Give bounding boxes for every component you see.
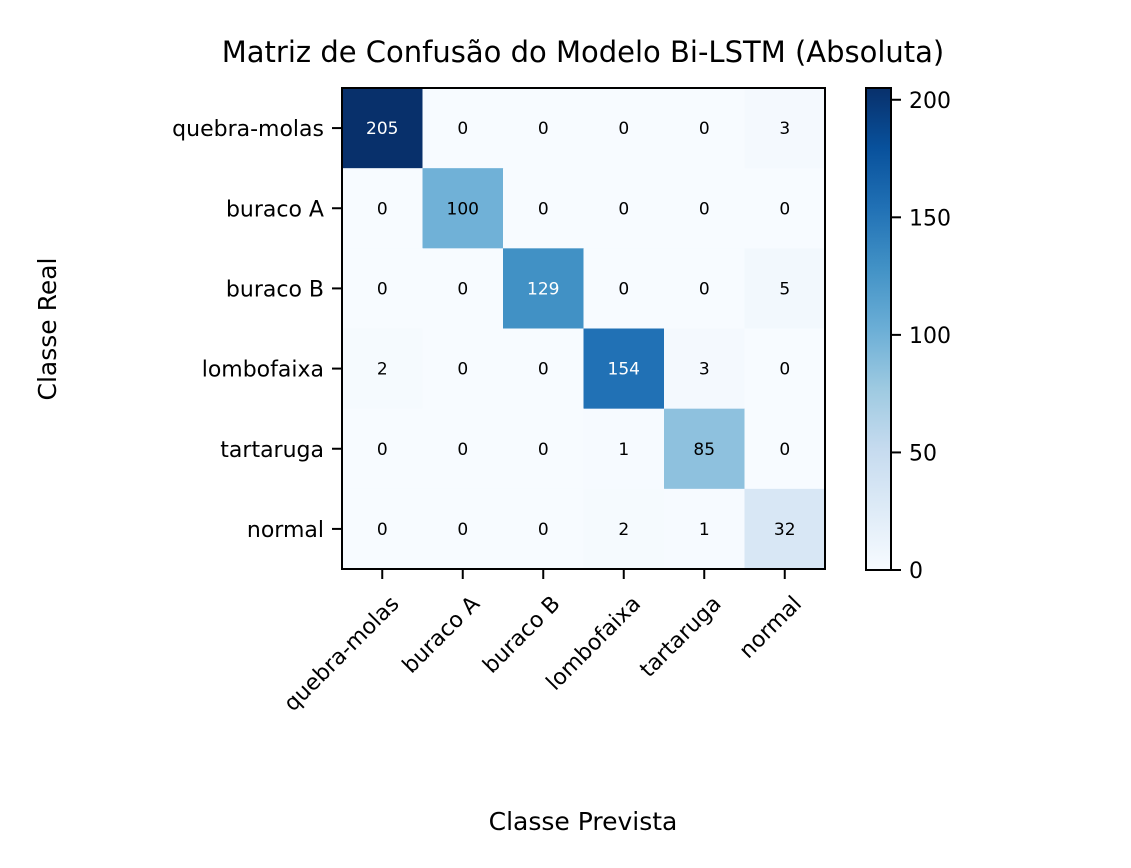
heatmap-cell — [744, 408, 826, 490]
heatmap-cell — [422, 248, 504, 329]
heatmap-cell — [342, 248, 423, 329]
heatmap-cell — [422, 408, 504, 490]
cell-value-label: 0 — [377, 520, 388, 540]
heatmap-cell — [342, 408, 423, 490]
x-axis-title: Classe Prevista — [489, 807, 678, 836]
plot-frame — [341, 87, 826, 570]
heatmap-cell — [664, 408, 745, 490]
heatmap-cell — [503, 88, 584, 169]
cell-value-label: 5 — [779, 279, 790, 299]
heatmap-cell — [422, 88, 504, 169]
cell-value-label: 32 — [774, 520, 796, 540]
heatmap-cell — [664, 168, 745, 249]
heatmap-cell — [503, 328, 584, 410]
x-tick-label: quebra-molas — [279, 592, 404, 717]
x-tick-label: tartaruga — [635, 592, 726, 683]
x-tick-label: buraco A — [398, 592, 485, 679]
heatmap-cell — [422, 328, 504, 410]
cell-value-label: 0 — [618, 119, 629, 139]
cell-value-label: 0 — [779, 360, 790, 380]
cell-value-label: 0 — [699, 199, 710, 219]
y-axis-ticks: quebra-molas buraco A buraco B lombofaixa ta… — [172, 117, 342, 543]
heatmap-cell — [744, 88, 826, 169]
heatmap-cell — [664, 488, 745, 570]
colorbar — [865, 87, 892, 571]
cell-value-label: 0 — [779, 199, 790, 219]
heatmap-cell — [583, 328, 665, 410]
cell-value-label: 0 — [618, 199, 629, 219]
heatmap-cell — [583, 168, 665, 249]
heatmap-cell — [503, 248, 584, 329]
cell-value-label: 0 — [377, 440, 388, 460]
cell-value-label: 0 — [538, 360, 549, 380]
heatmap-cell — [342, 168, 423, 249]
cell-value-label: 0 — [457, 360, 468, 380]
heatmap-cell — [583, 248, 665, 329]
colorbar-tick-label: 200 — [909, 89, 951, 114]
cell-value-label: 0 — [538, 199, 549, 219]
cell-value-label: 0 — [457, 119, 468, 139]
colorbar-tick-label: 50 — [909, 441, 937, 466]
heatmap-cell — [422, 168, 504, 249]
cell-value-label: 1 — [618, 440, 629, 460]
cell-value-label: 0 — [457, 440, 468, 460]
cell-value-label: 0 — [377, 199, 388, 219]
y-tick-label: normal — [247, 518, 324, 543]
y-tick-label: buraco A — [226, 197, 324, 222]
heatmap-cell — [583, 408, 665, 490]
cell-value-label: 100 — [447, 199, 479, 219]
cell-value-label: 1 — [699, 520, 710, 540]
cell-value-label: 205 — [366, 119, 398, 139]
colorbar-tick-label: 0 — [909, 559, 923, 584]
cell-value-label: 3 — [779, 119, 790, 139]
cell-value-label: 0 — [779, 440, 790, 460]
cell-value-label: 0 — [538, 440, 549, 460]
heatmap-cell — [664, 328, 745, 410]
heatmap-cell — [503, 408, 584, 490]
y-tick-label: tartaruga — [220, 438, 324, 463]
heatmap-cell — [503, 168, 584, 249]
cell-value-label: 0 — [457, 279, 468, 299]
y-axis-title: Classe Real — [33, 258, 62, 401]
heatmap-cell — [583, 88, 665, 169]
cell-value-label: 2 — [377, 360, 388, 380]
colorbar-ticks: 0 50 100 150 200 — [891, 89, 951, 584]
colorbar-tick-label: 150 — [909, 206, 951, 231]
cell-value-label: 0 — [699, 119, 710, 139]
cell-value-label: 0 — [538, 520, 549, 540]
x-tick-label: normal — [735, 592, 807, 664]
heatmap-cell — [744, 328, 826, 410]
cell-value-label: 0 — [377, 279, 388, 299]
cell-value-labels: 205 0 0 0 0 30 100 0 0 0 00 0 129 0 0 52 0 0 154 3 00 0 0 1 85 00… — [366, 119, 796, 540]
heatmap-cell — [342, 488, 423, 570]
cell-value-label: 0 — [457, 520, 468, 540]
heatmap-cell — [342, 328, 423, 410]
heatmap-cell — [503, 488, 584, 570]
y-tick-label: quebra-molas — [172, 117, 324, 142]
cell-value-label: 0 — [699, 279, 710, 299]
x-tick-label: buraco B — [478, 592, 565, 679]
heatmap-cell — [342, 88, 423, 169]
heatmap-cell — [422, 488, 504, 570]
cell-value-label: 0 — [618, 279, 629, 299]
chart-title: Matriz de Confusão do Modelo Bi-LSTM (Ab… — [222, 35, 945, 69]
cell-value-label: 0 — [538, 119, 549, 139]
cell-value-label: 2 — [618, 520, 629, 540]
colorbar-tick-label: 100 — [909, 324, 951, 349]
heatmap-cells — [342, 88, 826, 570]
heatmap-cell — [744, 248, 826, 329]
y-tick-label: lombofaixa — [202, 358, 324, 383]
y-tick-label: buraco B — [226, 277, 324, 302]
cell-value-label: 154 — [608, 360, 640, 380]
cell-value-label: 85 — [693, 440, 715, 460]
cell-value-label: 129 — [527, 279, 559, 299]
cell-value-label: 3 — [699, 360, 710, 380]
heatmap-cell — [744, 168, 826, 249]
heatmap-cell — [744, 488, 826, 570]
heatmap-cell — [664, 88, 745, 169]
heatmap-cell — [583, 488, 665, 570]
heatmap-cell — [664, 248, 745, 329]
